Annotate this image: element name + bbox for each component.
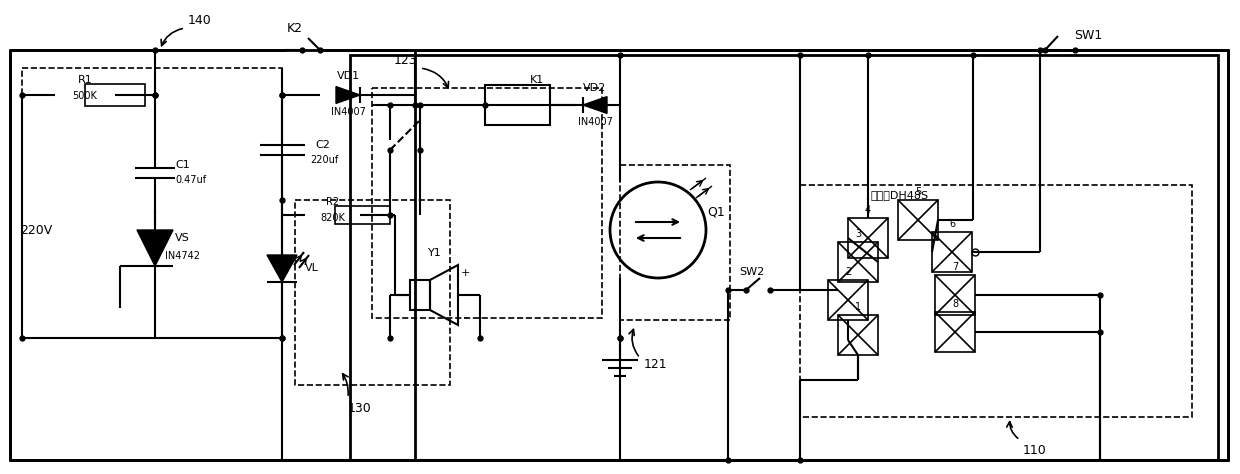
Text: C2: C2 <box>315 140 330 150</box>
Text: 3: 3 <box>854 229 861 239</box>
Bar <box>295 200 450 385</box>
Text: Y1: Y1 <box>428 248 441 258</box>
Text: SW2: SW2 <box>739 267 765 277</box>
Bar <box>828 280 868 320</box>
Text: -: - <box>463 312 467 322</box>
Text: 140: 140 <box>188 13 212 27</box>
Text: VL: VL <box>305 263 319 273</box>
Text: 121: 121 <box>644 358 667 372</box>
Bar <box>620 165 730 320</box>
Polygon shape <box>583 97 608 113</box>
Bar <box>350 55 1218 460</box>
Polygon shape <box>136 230 174 266</box>
Bar <box>935 275 975 315</box>
Bar <box>410 280 430 310</box>
Bar <box>838 315 878 355</box>
Text: VS: VS <box>175 233 190 243</box>
Text: 1: 1 <box>854 302 861 312</box>
Text: 4: 4 <box>866 205 870 215</box>
Text: C1: C1 <box>175 160 190 170</box>
Text: 820K: 820K <box>321 213 346 223</box>
Bar <box>838 242 878 282</box>
Bar <box>10 50 1228 460</box>
Bar <box>335 206 391 224</box>
Text: 220uf: 220uf <box>310 155 339 165</box>
Text: 7: 7 <box>952 262 959 272</box>
Text: 计时器DH48S: 计时器DH48S <box>870 190 929 200</box>
Text: 8: 8 <box>952 299 959 309</box>
Text: 500K: 500K <box>73 91 98 101</box>
Text: 130: 130 <box>348 401 372 414</box>
Text: 0.47uf: 0.47uf <box>175 175 206 185</box>
Polygon shape <box>336 87 360 103</box>
Text: R2: R2 <box>326 197 340 207</box>
Polygon shape <box>267 255 298 282</box>
Text: IN4007: IN4007 <box>578 117 613 127</box>
Bar <box>935 312 975 352</box>
Text: 110: 110 <box>1023 444 1047 456</box>
Text: IN4742: IN4742 <box>165 251 200 261</box>
Text: 5: 5 <box>915 187 921 197</box>
Text: 6: 6 <box>949 219 955 229</box>
Text: 220V: 220V <box>20 224 52 237</box>
Text: 2: 2 <box>844 267 851 277</box>
Text: K2: K2 <box>286 21 303 35</box>
Text: R1: R1 <box>78 75 92 85</box>
Text: SW1: SW1 <box>1074 28 1102 42</box>
Bar <box>898 200 937 240</box>
Text: +: + <box>460 268 470 278</box>
Bar <box>485 85 551 125</box>
Text: Q1: Q1 <box>707 206 725 219</box>
Bar <box>372 88 601 318</box>
Text: VD2: VD2 <box>583 83 606 93</box>
Bar <box>22 68 281 338</box>
Bar <box>800 185 1192 417</box>
Bar <box>932 232 972 272</box>
Bar <box>848 218 888 258</box>
Text: VD1: VD1 <box>336 71 360 81</box>
Text: IN4007: IN4007 <box>331 107 366 117</box>
Bar <box>86 84 145 106</box>
Text: 123: 123 <box>393 54 417 66</box>
Text: K1: K1 <box>529 75 544 85</box>
